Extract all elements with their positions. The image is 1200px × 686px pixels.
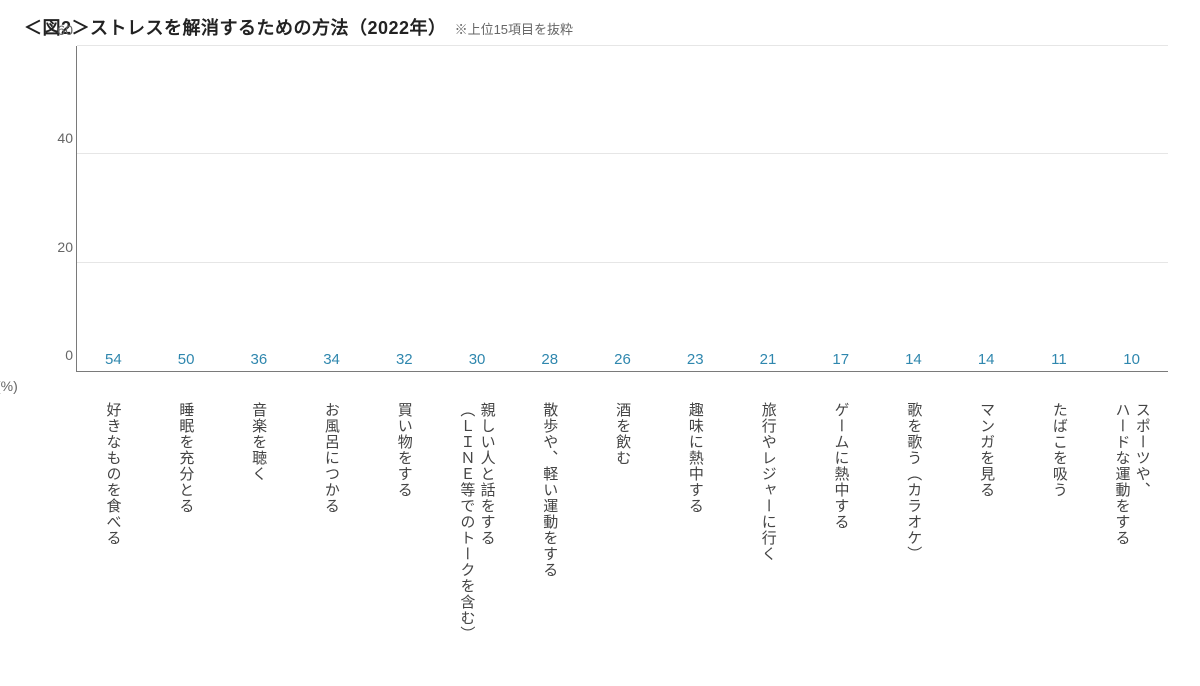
x-label-slot: スポーツや、 ハードな運動をする	[1095, 402, 1168, 642]
bar-value-label: 32	[396, 352, 413, 367]
x-label-slot: 音楽を聴く	[222, 402, 295, 642]
x-label-slot: マンガを見る	[950, 402, 1023, 642]
y-axis-unit: (%)	[0, 378, 18, 394]
x-label-slot: お風呂につかる	[294, 402, 367, 642]
y-tick-label: 60	[43, 22, 73, 38]
x-axis-label: 酒を飲む	[612, 402, 632, 642]
plot-area: 545036343230282623211714141110 0204060	[76, 46, 1168, 372]
x-axis-label: お風呂につかる	[321, 402, 341, 642]
bar-slot: 10	[1095, 352, 1168, 371]
x-axis-label: 好きなものを食べる	[102, 402, 122, 642]
bar-slot: 34	[295, 352, 368, 371]
gridline	[77, 45, 1168, 46]
x-label-slot: 趣味に熱中する	[658, 402, 731, 642]
y-tick-label: 0	[43, 347, 73, 363]
chart-area: 545036343230282623211714141110 0204060 (…	[50, 46, 1168, 398]
x-axis-labels: 好きなものを食べる 睡眠を充分とる 音楽を聴く お風呂につかる 買い物をする 親しい人と話…	[76, 402, 1168, 642]
x-label-slot: 旅行やレジャーに行く	[731, 402, 804, 642]
x-label-slot: 睡眠を充分とる	[149, 402, 222, 642]
x-axis-label: たばこを吸う	[1049, 402, 1069, 642]
title-row: ＜図2＞ストレスを解消するための方法（2022年） ※上位15項目を抜粋	[24, 14, 1176, 40]
x-label-slot: ゲームに熱中する	[804, 402, 877, 642]
bar-value-label: 14	[978, 352, 995, 367]
bars-container: 54 50 36 34 32 30 28 26 23 21 17 14 14 11 10	[77, 46, 1168, 371]
x-axis-label: 音楽を聴く	[248, 402, 268, 642]
x-label-slot: 好きなものを食べる	[76, 402, 149, 642]
gridline	[77, 153, 1168, 154]
chart-subtitle: ※上位15項目を抜粋	[455, 19, 573, 38]
bar-slot: 50	[150, 352, 223, 371]
bar-slot: 26	[586, 352, 659, 371]
x-label-slot: 歌を歌う（カラオケ）	[877, 402, 950, 642]
x-label-slot: 散歩や、軽い運動をする	[513, 402, 586, 642]
x-label-slot: 酒を飲む	[586, 402, 659, 642]
gridline	[77, 262, 1168, 263]
bar-slot: 21	[732, 352, 805, 371]
bar-value-label: 30	[469, 352, 486, 367]
bar-value-label: 54	[105, 352, 122, 367]
chart-figure: ＜図2＞ストレスを解消するための方法（2022年） ※上位15項目を抜粋 545…	[0, 0, 1200, 686]
x-label-slot: たばこを吸う	[1022, 402, 1095, 642]
x-axis-label: 親しい人と話をする （ＬＩＮＥ等でのトークを含む）	[456, 402, 497, 642]
bar-value-label: 23	[687, 352, 704, 367]
x-axis-label: 買い物をする	[393, 402, 413, 642]
bar-slot: 14	[950, 352, 1023, 371]
x-axis-label: 趣味に熱中する	[685, 402, 705, 642]
x-axis-label: 散歩や、軽い運動をする	[539, 402, 559, 642]
bar-slot: 17	[804, 352, 877, 371]
bar-slot: 36	[222, 352, 295, 371]
bar-value-label: 21	[760, 352, 777, 367]
x-axis-label: 歌を歌う（カラオケ）	[903, 402, 923, 642]
bar-value-label: 34	[323, 352, 340, 367]
bar-slot: 32	[368, 352, 441, 371]
x-axis-label: マンガを見る	[976, 402, 996, 642]
bar-value-label: 26	[614, 352, 631, 367]
bar-slot: 14	[877, 352, 950, 371]
x-label-slot: 買い物をする	[367, 402, 440, 642]
bar-slot: 11	[1023, 352, 1096, 371]
bar-value-label: 14	[905, 352, 922, 367]
x-axis-label: 睡眠を充分とる	[175, 402, 195, 642]
bar-value-label: 10	[1123, 352, 1140, 367]
bar-value-label: 28	[541, 352, 558, 367]
bar-value-label: 11	[1051, 352, 1067, 367]
y-tick-label: 40	[43, 130, 73, 146]
bar-value-label: 50	[178, 352, 195, 367]
bar-slot: 28	[513, 352, 586, 371]
bar-slot: 54	[77, 352, 150, 371]
bar-slot: 23	[659, 352, 732, 371]
x-axis-label: スポーツや、 ハードな運動をする	[1111, 402, 1152, 642]
x-axis-label: 旅行やレジャーに行く	[757, 402, 777, 642]
y-tick-label: 20	[43, 239, 73, 255]
chart-title: ＜図2＞ストレスを解消するための方法（2022年）	[24, 14, 447, 40]
x-label-slot: 親しい人と話をする （ＬＩＮＥ等でのトークを含む）	[440, 402, 513, 642]
bar-value-label: 17	[832, 352, 849, 367]
x-axis-label: ゲームに熱中する	[830, 402, 850, 642]
bar-value-label: 36	[250, 352, 267, 367]
bar-slot: 30	[441, 352, 514, 371]
